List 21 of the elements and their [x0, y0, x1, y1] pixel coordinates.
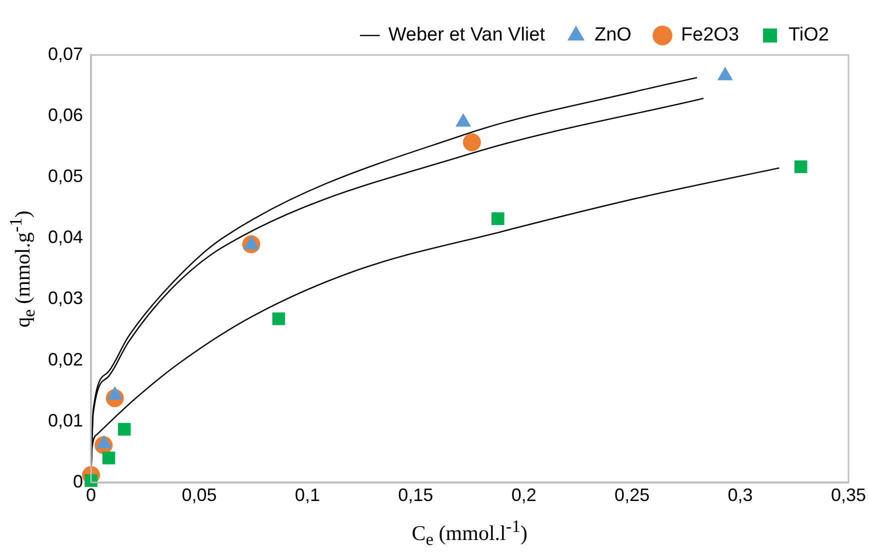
- legend-label: ZnO: [594, 24, 632, 46]
- x-tick-label: 0,25: [614, 485, 650, 506]
- legend-label: Fe2O3: [680, 24, 740, 46]
- y-tick-label: 0,03: [48, 288, 84, 308]
- x-tick-label: 0: [86, 485, 96, 506]
- x-tick-label: 0,1: [294, 485, 320, 506]
- x-tick-label: 0,3: [728, 485, 753, 506]
- y-tick-label: 0,06: [48, 105, 84, 126]
- x-tick-label: 0,2: [511, 485, 536, 506]
- legend-label: Weber et Van Vliet: [388, 24, 546, 46]
- y-tick-label: 0,07: [48, 44, 84, 64]
- y-tick-label: 0: [73, 471, 84, 492]
- y-tick-label: 0,05: [48, 166, 84, 186]
- x-tick-label: 0,05: [182, 485, 217, 506]
- x-tick-label: 0,35: [830, 485, 866, 506]
- x-axis-title: C$_{e}$ (mmol.l$^{-1}$): [412, 516, 528, 550]
- y-tick-label: 0,01: [48, 410, 84, 430]
- y-tick-label: 0,02: [48, 349, 84, 370]
- legend-label: TiO2: [788, 24, 829, 46]
- x-tick-label: 0,15: [398, 485, 434, 506]
- y-tick-label: 0,04: [48, 227, 84, 248]
